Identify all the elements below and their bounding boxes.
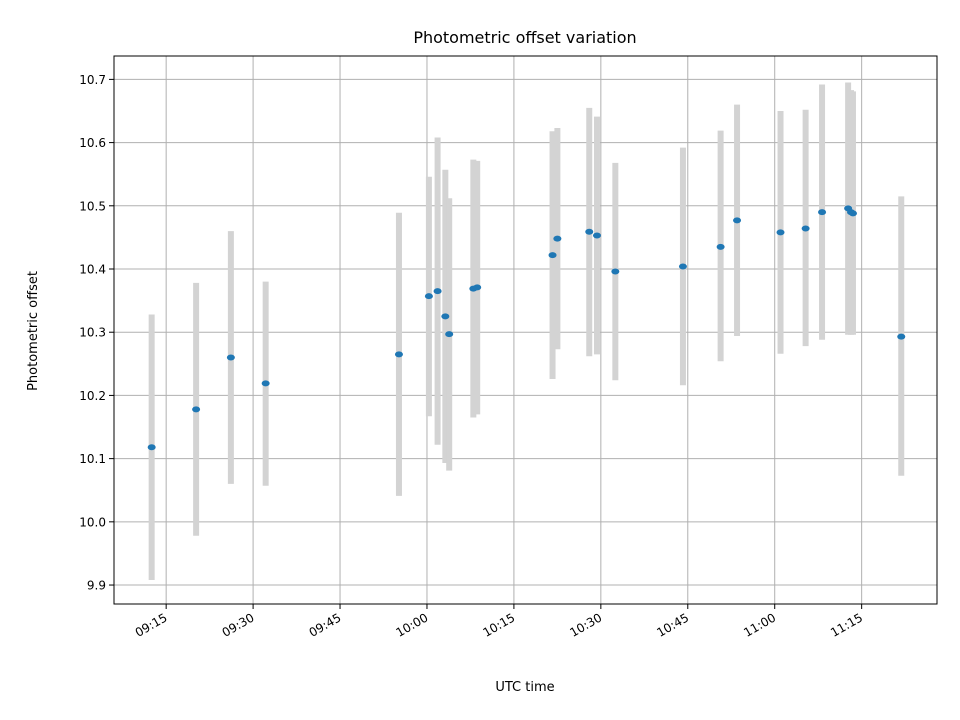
y-tick-label: 10.7 [79, 73, 106, 87]
data-point [848, 210, 857, 217]
y-tick-label: 10.1 [79, 452, 106, 466]
y-tick-label: 10.5 [79, 199, 106, 213]
data-point [585, 228, 594, 235]
data-point [424, 293, 433, 300]
plot-frame [113, 55, 938, 605]
data-point [433, 288, 442, 295]
data-point [733, 217, 742, 224]
data-point [192, 406, 201, 413]
y-axis-label: Photometric offset [26, 271, 41, 391]
data-point [548, 252, 557, 259]
data-point [716, 243, 725, 250]
data-point [818, 209, 827, 216]
data-point [592, 232, 601, 239]
y-tick-label: 10.6 [79, 136, 106, 150]
data-point [897, 333, 906, 340]
y-tick-label: 9.9 [87, 579, 106, 593]
data-point [801, 225, 810, 232]
chart-title: Photometric offset variation [413, 28, 636, 47]
data-point [553, 235, 562, 242]
data-point [445, 331, 454, 338]
y-tick-label: 10.4 [79, 263, 106, 277]
gridlines [114, 56, 937, 604]
data-point [147, 444, 156, 451]
data-point [776, 229, 785, 236]
y-tick-label: 10.2 [79, 389, 106, 403]
y-axis-ticks: 9.9 10.0 10.1 10.2 10.3 10.4 10.5 10.6 10.7 [79, 73, 114, 593]
y-tick-label: 10.3 [79, 326, 106, 340]
data-point [226, 354, 235, 361]
data-point [678, 263, 687, 270]
data-point [441, 313, 450, 320]
data-point [261, 380, 270, 387]
y-tick-label: 10.0 [79, 515, 106, 529]
data-points [147, 205, 906, 451]
data-point [394, 351, 403, 358]
data-point [473, 284, 482, 291]
data-point [611, 268, 620, 275]
x-axis-label: UTC time [495, 680, 554, 695]
